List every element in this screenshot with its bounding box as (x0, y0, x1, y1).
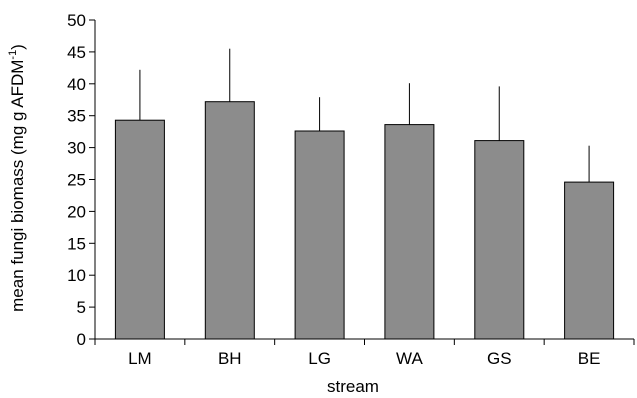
x-tick-label-lg: LG (308, 349, 331, 368)
x-tick-label-bh: BH (218, 349, 242, 368)
y-axis-title-close: ) (8, 44, 27, 50)
y-tick-label-40: 40 (67, 75, 86, 94)
y-axis-title-superscript: -1 (7, 50, 19, 60)
y-tick-label-20: 20 (67, 202, 86, 221)
x-tick-label-gs: GS (487, 349, 512, 368)
x-tick-label-lm: LM (128, 349, 152, 368)
x-tick-label-be: BE (578, 349, 601, 368)
y-axis-title: mean fungi biomass (mg g AFDM-1) (7, 44, 27, 312)
bar-wa (384, 124, 435, 340)
bar-be (564, 181, 615, 340)
y-tick-label-45: 45 (67, 43, 86, 62)
error-bars-group (139, 48, 590, 183)
bars-group (114, 101, 615, 340)
y-tick-label-10: 10 (67, 266, 86, 285)
y-axis: 0 5 10 15 20 25 30 35 40 45 50 (67, 11, 96, 349)
bar-lg (294, 130, 345, 340)
bar-gs (474, 140, 525, 340)
x-axis: LM BH LG WA GS BE (94, 338, 635, 368)
y-tick-label-50: 50 (67, 11, 86, 30)
y-tick-label-15: 15 (67, 234, 86, 253)
x-tick-label-wa: WA (396, 349, 423, 368)
bar-bh (204, 101, 255, 340)
bar-lm (114, 119, 165, 340)
y-tick-label-25: 25 (67, 171, 86, 190)
x-axis-title: stream (327, 377, 379, 396)
y-tick-label-5: 5 (77, 298, 86, 317)
y-tick-label-35: 35 (67, 107, 86, 126)
y-axis-title-main: mean fungi biomass (mg g AFDM (8, 60, 27, 312)
y-tick-label-0: 0 (77, 330, 86, 349)
y-tick-label-30: 30 (67, 139, 86, 158)
